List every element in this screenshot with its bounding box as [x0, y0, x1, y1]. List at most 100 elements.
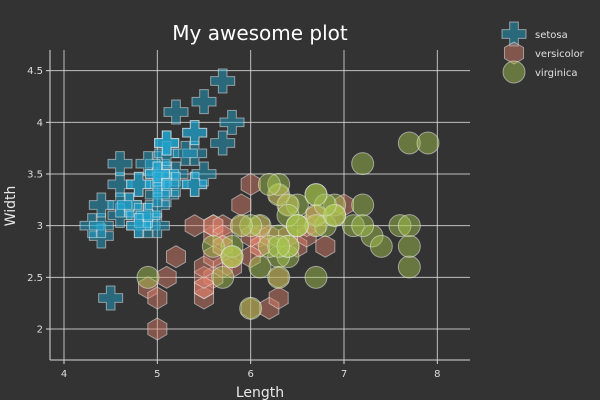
x-axis-title: Length: [236, 385, 284, 400]
virginica-point: [351, 214, 375, 238]
virginica-point: [276, 234, 300, 258]
virginica-point: [397, 255, 421, 279]
virginica-point: [416, 131, 440, 155]
series-setosa: [79, 68, 245, 311]
virginica-point: [369, 234, 393, 258]
virginica-point: [267, 172, 291, 196]
versicolor-point: [193, 255, 215, 279]
virginica-point: [220, 234, 244, 258]
virginica-point: [248, 214, 272, 238]
virginica-point: [397, 214, 421, 238]
x-tick-label: 7: [341, 369, 347, 380]
virginica-point: [304, 203, 328, 227]
y-tick-label: 3: [37, 221, 43, 232]
versicolor-point: [315, 234, 336, 258]
x-tick-label: 4: [61, 369, 67, 380]
setosa-point: [154, 130, 180, 156]
virginica-point: [257, 172, 281, 196]
virginica-point: [313, 214, 337, 238]
x-tick-label: 6: [247, 369, 253, 380]
setosa-point: [126, 171, 152, 197]
virginica-point: [323, 203, 347, 227]
legend-versicolor-marker: [503, 41, 525, 65]
virginica-point: [257, 234, 281, 258]
setosa-point: [182, 120, 208, 146]
virginica-point: [351, 193, 375, 217]
versicolor-point: [212, 224, 233, 248]
virginica-point: [201, 234, 225, 258]
versicolor-point: [147, 286, 168, 310]
versicolor-point: [184, 214, 205, 238]
virginica-point: [304, 265, 328, 289]
virginica-point: [397, 234, 421, 258]
setosa-point: [98, 285, 124, 311]
series-versicolor: [137, 172, 355, 341]
virginica-point: [267, 224, 291, 248]
virginica-point: [220, 245, 244, 269]
versicolor-point: [156, 265, 177, 289]
setosa-point: [154, 171, 180, 197]
x-tick-label: 5: [154, 369, 160, 380]
setosa-point: [107, 151, 133, 177]
virginica-point: [276, 193, 300, 217]
legend-virginica-marker: [502, 60, 526, 84]
setosa-point: [116, 192, 142, 218]
versicolor-point: [212, 234, 233, 258]
virginica-point: [285, 214, 309, 238]
setosa-point: [135, 202, 161, 228]
virginica-point: [323, 193, 347, 217]
y-tick-label: 4.5: [27, 66, 43, 77]
virginica-point: [360, 224, 384, 248]
setosa-point: [144, 182, 170, 208]
virginica-point: [136, 265, 160, 289]
virginica-point: [285, 193, 309, 217]
versicolor-point: [240, 172, 261, 196]
y-tick-label: 2.5: [27, 273, 43, 284]
legend: setosa versicolor virginica: [501, 21, 585, 84]
virginica-point: [276, 245, 300, 269]
data-points: [79, 68, 440, 341]
virginica-point: [267, 245, 291, 269]
virginica-point: [239, 296, 263, 320]
virginica-point: [248, 255, 272, 279]
versicolor-point: [259, 224, 280, 248]
setosa-point: [107, 192, 133, 218]
legend-setosa-label: setosa: [535, 30, 568, 41]
virginica-point: [304, 183, 328, 207]
setosa-point: [219, 109, 245, 135]
y-tick-label: 2: [37, 325, 43, 336]
legend-versicolor-label: versicolor: [535, 49, 585, 60]
series-virginica: [136, 131, 440, 320]
versicolor-point: [231, 193, 252, 217]
virginica-point: [397, 131, 421, 155]
chart-title: My awesome plot: [172, 21, 348, 45]
virginica-point: [267, 265, 291, 289]
setosa-point: [88, 213, 114, 239]
setosa-point: [135, 151, 161, 177]
setosa-point: [210, 130, 236, 156]
virginica-point: [267, 234, 291, 258]
y-axis-title: Width: [3, 186, 19, 227]
virginica-point: [388, 214, 412, 238]
virginica-point: [211, 265, 235, 289]
virginica-point: [229, 214, 253, 238]
versicolor-point: [268, 286, 289, 310]
legend-setosa-marker: [501, 21, 527, 47]
virginica-point: [276, 203, 300, 227]
setosa-point: [182, 171, 208, 197]
virginica-point: [351, 152, 375, 176]
versicolor-point: [147, 317, 168, 341]
axes: 4 5 6 7 8 2 2.5 3 3.5 4 4.5: [27, 50, 470, 380]
y-tick-label: 4: [37, 118, 43, 129]
virginica-point: [341, 214, 365, 238]
setosa-point: [163, 171, 189, 197]
setosa-point: [191, 161, 217, 187]
setosa-point: [182, 140, 208, 166]
virginica-point: [304, 214, 328, 238]
setosa-point: [88, 192, 114, 218]
virginica-point: [239, 214, 263, 238]
setosa-point: [210, 68, 236, 94]
